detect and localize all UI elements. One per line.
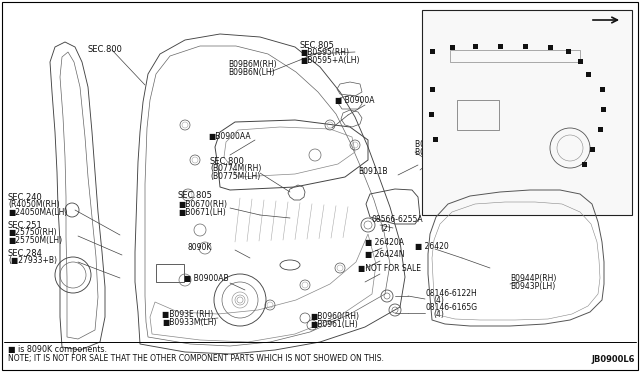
Text: ■B0595(RH): ■B0595(RH) [300,48,349,58]
Text: SEC.800: SEC.800 [210,157,245,166]
Bar [598,127,603,132]
Text: ■ 26420A: ■ 26420A [365,237,404,247]
Text: ■ 26420: ■ 26420 [415,241,449,250]
Text: SEC.240: SEC.240 [8,192,43,202]
Text: ■ is 8090K components.: ■ is 8090K components. [8,346,107,355]
Text: ■ B0900A: ■ B0900A [335,96,374,105]
Bar [498,44,503,49]
Text: NOTE; IT IS NOT FOR SALE THAT THE OTHER COMPONENT PARTS WHICH IS NOT SHOWED ON T: NOTE; IT IS NOT FOR SALE THAT THE OTHER … [8,353,384,362]
Bar [433,137,438,142]
Text: (B0774M(RH): (B0774M(RH) [210,164,261,173]
Bar [582,162,587,167]
Text: ■ is B0900/1's components.: ■ is B0900/1's components. [427,193,527,199]
Text: ■24050MA(LH): ■24050MA(LH) [8,208,67,218]
Text: SEC.284: SEC.284 [8,248,43,257]
Bar [586,72,591,77]
Bar [548,45,553,50]
Bar [429,112,434,117]
Text: ■B093E (RH): ■B093E (RH) [162,310,213,318]
Text: (■27933+B): (■27933+B) [8,257,57,266]
Text: SEC.805: SEC.805 [300,41,335,49]
Text: ■B0900A: ■B0900A [484,34,520,40]
Text: ■25750(RH): ■25750(RH) [8,228,56,237]
Text: 8090K: 8090K [187,243,211,251]
Bar [578,59,583,64]
Text: ■B0933M(LH): ■B0933M(LH) [162,317,216,327]
Bar [590,147,595,152]
Bar [566,49,571,54]
Text: ■ 26424N: ■ 26424N [365,250,404,260]
Text: ■B0960(RH): ■B0960(RH) [310,311,359,321]
Text: CLIP Location: CLIP Location [430,15,504,25]
Text: B09B6M(RH): B09B6M(RH) [228,60,276,68]
Bar [523,44,528,49]
Text: ■ B0900AA: ■ B0900AA [488,179,531,185]
Text: (4): (4) [433,311,444,320]
Text: ■B0900AB: ■B0900AB [575,34,616,40]
Text: 08146-6122H: 08146-6122H [425,289,477,298]
Text: ■B0900AB: ■B0900AB [424,34,465,40]
Text: 08146-6165G: 08146-6165G [425,302,477,311]
Bar [601,107,606,112]
Bar [156,264,184,282]
Text: B0943P(LH): B0943P(LH) [510,282,556,291]
Text: JB0900L6: JB0900L6 [591,356,635,365]
Text: ■B0595+A(LH): ■B0595+A(LH) [300,57,360,65]
Text: B0911B: B0911B [358,167,387,176]
Text: (B0775M(LH): (B0775M(LH) [210,173,260,182]
Text: ■B0670(RH): ■B0670(RH) [178,199,227,208]
Text: ■ B0900AB: ■ B0900AB [184,275,228,283]
Text: SEC.251: SEC.251 [8,221,43,230]
Text: (4): (4) [433,296,444,305]
Bar [430,87,435,92]
Text: ■NOT FOR SALE: ■NOT FOR SALE [358,263,421,273]
Bar [457,100,499,130]
Text: SEC.800: SEC.800 [87,45,122,55]
Bar [450,50,580,62]
Bar [450,45,455,50]
Text: ■B0900AA: ■B0900AA [208,132,251,141]
Text: (2): (2) [380,224,391,232]
Text: B0941 (LH): B0941 (LH) [415,148,458,157]
Bar [600,87,605,92]
Text: B0940 (RH): B0940 (RH) [415,141,459,150]
Text: ■25750M(LH): ■25750M(LH) [8,237,62,246]
Text: B0944P(RH): B0944P(RH) [510,273,556,282]
Bar [430,49,435,54]
Bar [473,44,478,49]
Bar [422,10,632,215]
Text: FRONT: FRONT [548,16,580,25]
Text: ■B0671(LH): ■B0671(LH) [178,208,226,217]
Text: SEC.805: SEC.805 [178,192,213,201]
Text: B09B6N(LH): B09B6N(LH) [228,67,275,77]
Text: ■B0961(LH): ■B0961(LH) [310,320,358,328]
Text: 08566-6255A: 08566-6255A [372,215,424,224]
Text: (R4050M(RH): (R4050M(RH) [8,201,60,209]
